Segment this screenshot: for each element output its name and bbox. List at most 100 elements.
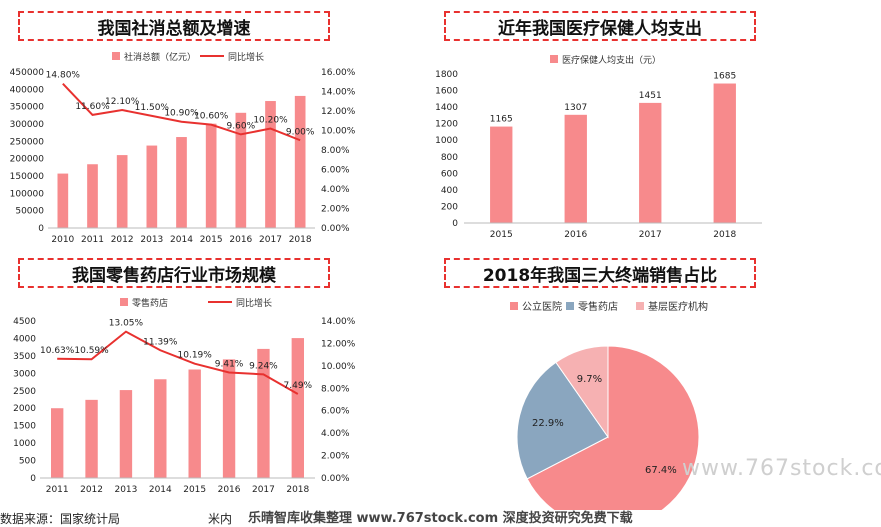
- chart3-growth-label: 10.63%: [40, 346, 75, 356]
- chart1-bar: [265, 101, 276, 228]
- chart2-bar: [713, 83, 736, 223]
- chart2-data-label: 1451: [639, 91, 662, 101]
- chart1-x-tick: 2018: [289, 235, 312, 245]
- chart1-x-tick: 2010: [51, 235, 74, 245]
- chart3-right-tick: 2.00%: [321, 452, 350, 462]
- chart2-y-tick: 1600: [435, 87, 458, 97]
- chart3-right-tick: 0.00%: [321, 474, 350, 484]
- chart2-bar: [490, 126, 513, 223]
- chart1-x-tick: 2017: [259, 235, 282, 245]
- chart3-growth-label: 10.59%: [74, 346, 109, 356]
- chart4-legend-label: 基层医疗机构: [648, 300, 708, 313]
- chart1-title-box: 我国社消总额及增速: [18, 11, 330, 41]
- chart2-y-tick: 1200: [435, 120, 458, 130]
- chart4-slice: [555, 345, 609, 439]
- chart3-bar: [188, 369, 201, 478]
- chart3-left-tick: 3500: [13, 352, 36, 362]
- chart3-x-tick: 2017: [252, 485, 275, 495]
- chart1-title: 我国社消总额及增速: [97, 18, 251, 39]
- watermark-side: www.767stock.com: [682, 456, 881, 481]
- chart3-legend-bar-swatch: [120, 298, 128, 306]
- chart4-slice-label: 9.7%: [577, 374, 602, 385]
- chart1-bar: [146, 145, 158, 228]
- chart2-y-tick: 400: [441, 186, 458, 196]
- chart3-growth-line: [57, 330, 299, 395]
- chart3-growth-label: 7.49%: [284, 381, 313, 391]
- chart1-bar: [87, 164, 98, 228]
- chart2-data-label: 1307: [564, 103, 587, 113]
- chart3-legend-bar-label: 零售药店: [132, 297, 168, 309]
- chart3-left-tick: 4500: [13, 317, 36, 327]
- chart3-left-tick: 1500: [13, 422, 36, 432]
- chart4-slice-label: 22.9%: [532, 418, 564, 429]
- chart1-left-tick: 100000: [10, 189, 45, 199]
- chart2-x-tick: 2015: [490, 230, 513, 240]
- chart1-x-tick: 2013: [140, 235, 163, 245]
- chart1-growth-label: 11.60%: [75, 102, 110, 112]
- chart1-right-tick: 10.00%: [321, 127, 356, 137]
- chart3-right-tick: 12.00%: [321, 339, 356, 349]
- chart4-slice: [516, 361, 609, 480]
- chart4-slice: [526, 345, 700, 510]
- chart1-bar: [205, 123, 217, 228]
- chart3-bar: [154, 379, 167, 478]
- chart1-growth-label: 10.90%: [164, 109, 199, 119]
- chart3-x-tick: 2016: [218, 485, 241, 495]
- chart2-y-tick: 1000: [435, 136, 458, 146]
- chart3-title-box: 我国零售药店行业市场规模: [18, 258, 330, 288]
- chart1-left-tick: 450000: [10, 68, 45, 78]
- chart4-legend-swatch: [636, 302, 644, 310]
- chart3-right-tick: 8.00%: [321, 384, 350, 394]
- chart3-x-tick: 2018: [286, 485, 309, 495]
- chart1-left-tick: 300000: [10, 120, 45, 130]
- chart3-svg: 零售药店 同比增长 0 500 1000 1500 2000 2500 3000 3500 4000…: [13, 297, 356, 495]
- chart2-x-tick: 2016: [564, 230, 587, 240]
- chart1-bar: [294, 95, 306, 229]
- chart1-left-tick: 400000: [10, 85, 45, 95]
- chart1-left-tick: 250000: [10, 137, 45, 147]
- chart1-legend-bar-label: 社消总额（亿元）: [124, 51, 196, 63]
- chart2-bar: [639, 102, 662, 223]
- chart2-title-box: 近年我国医疗保健人均支出: [444, 11, 756, 41]
- chart1-x-tick: 2014: [170, 235, 193, 245]
- chart3-left-tick: 0: [30, 474, 36, 484]
- chart3-bar: [257, 348, 270, 478]
- chart3-bar: [222, 359, 236, 478]
- chart1-growth-label: 14.80%: [46, 71, 81, 81]
- chart2-data-label: 1685: [713, 72, 736, 82]
- chart2-title: 近年我国医疗保健人均支出: [498, 18, 702, 39]
- source-note: 数据来源：国家统计局: [0, 512, 121, 526]
- chart1-growth-label: 9.60%: [227, 121, 256, 131]
- footer: 数据来源：国家统计局 米内: [0, 507, 881, 527]
- chart1-left-tick: 50000: [15, 207, 44, 217]
- chart3-x-tick: 2012: [80, 485, 103, 495]
- chart1-right-tick: 14.00%: [321, 88, 356, 98]
- chart1-bar: [57, 173, 69, 228]
- chart4-legend-swatch: [510, 302, 518, 310]
- chart1-bar: [235, 112, 247, 228]
- chart2-x-tick: 2017: [639, 230, 662, 240]
- chart3-growth-label: 9.24%: [249, 361, 278, 371]
- chart3-x-tick: 2013: [114, 485, 137, 495]
- chart1-growth-label: 10.60%: [194, 112, 229, 122]
- chart4-svg: 公立医院 零售药店 基层医疗机构 67.4% 22.9% 9.7%: [510, 300, 708, 510]
- chart2-y-tick: 800: [441, 153, 458, 163]
- chart3-x-tick: 2011: [46, 485, 69, 495]
- chart1-right-tick: 4.00%: [321, 185, 350, 195]
- chart1-growth-label: 9.00%: [286, 127, 315, 137]
- chart3-left-tick: 1000: [13, 439, 36, 449]
- chart1-growth-line: [62, 83, 301, 142]
- chart1-bar: [116, 155, 128, 228]
- chart3-left-tick: 500: [19, 457, 36, 467]
- chart1-x-tick: 2012: [111, 235, 134, 245]
- chart2-legend-swatch: [550, 55, 558, 63]
- chart2-y-tick: 0: [452, 219, 458, 229]
- chart3-right-tick: 6.00%: [321, 407, 350, 417]
- source-note-2: 米内: [208, 512, 233, 526]
- chart2-svg: 医疗保健人均支出（元） 0 200 400 600 800 1000 1200 1400 1600…: [435, 54, 762, 240]
- chart1-growth-label: 12.10%: [105, 97, 140, 107]
- chart3-growth-label: 13.05%: [109, 319, 144, 329]
- chart4-title-box: 2018年我国三大终端销售占比: [444, 258, 756, 288]
- chart3-growth-label: 11.39%: [143, 337, 178, 347]
- chart3-bar: [85, 399, 98, 478]
